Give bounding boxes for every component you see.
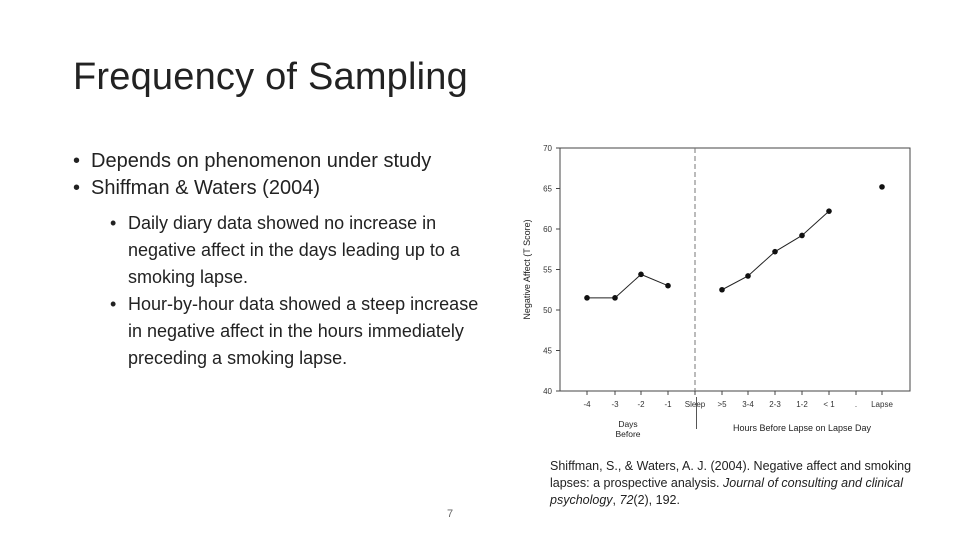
citation: Shiffman, S., & Waters, A. J. (2004). Ne… bbox=[550, 458, 930, 509]
x-tick-label: -3 bbox=[611, 400, 619, 409]
x-tick-label: 1-2 bbox=[796, 400, 808, 409]
data-point bbox=[612, 295, 618, 301]
x-tick-label: Sleep bbox=[685, 400, 706, 409]
sub-bullet-item: • Daily diary data showed no increase in… bbox=[110, 210, 483, 291]
bullet-dot: • bbox=[73, 150, 81, 172]
sub-bullet-item: • Hour-by-hour data showed a steep incre… bbox=[110, 291, 483, 372]
bullet-item: • Depends on phenomenon under study bbox=[73, 148, 483, 175]
x-tick-label: -1 bbox=[664, 400, 672, 409]
plot-frame bbox=[559, 147, 911, 392]
slide-title: Frequency of Sampling bbox=[73, 56, 468, 98]
y-tick-label: 45 bbox=[543, 347, 552, 356]
data-point bbox=[719, 286, 725, 293]
data-point bbox=[826, 208, 832, 214]
data-point bbox=[799, 232, 805, 239]
x-tick-label: 3-4 bbox=[742, 400, 754, 409]
citation-sep: , bbox=[612, 493, 620, 507]
x-tick-label: Lapse bbox=[871, 400, 893, 409]
citation-authors: Shiffman, S., & Waters, A. J. (2004). Ne… bbox=[550, 459, 912, 490]
x-group-label-hours: Hours Before Lapse on Lapse Day bbox=[733, 423, 872, 433]
bullet-dot: • bbox=[110, 294, 117, 314]
data-point bbox=[745, 273, 751, 279]
citation-issue: (2), 192. bbox=[633, 493, 680, 507]
bullet-text: Depends on phenomenon under study bbox=[91, 150, 432, 172]
data-point bbox=[584, 295, 590, 301]
series-line bbox=[587, 273, 669, 299]
x-tick-label: >5 bbox=[717, 400, 727, 409]
y-tick-label: 70 bbox=[543, 144, 552, 153]
data-point bbox=[638, 271, 644, 278]
bullet-text: Shiffman & Waters (2004) bbox=[91, 177, 320, 199]
slide-number: 7 bbox=[447, 508, 454, 520]
data-point bbox=[772, 248, 778, 255]
x-group-label-days: Days bbox=[618, 419, 637, 429]
x-tick-label: -4 bbox=[583, 400, 591, 409]
y-tick-label: 55 bbox=[543, 266, 552, 275]
data-point bbox=[665, 282, 671, 289]
negative-affect-chart: 40 45 50 55 60 65 70 -4 -3 -2 -1 Sleep >5 3-4 2-3 1-2 < … bbox=[522, 144, 911, 439]
y-tick-label: 60 bbox=[543, 225, 552, 234]
bullet-dot: • bbox=[73, 177, 81, 199]
bullet-item: • Shiffman & Waters (2004) bbox=[73, 175, 483, 202]
y-tick-label: 50 bbox=[543, 306, 552, 315]
sub-bullet-text: Daily diary data showed no increase in n… bbox=[128, 213, 460, 287]
bullet-list: • Depends on phenomenon under study • Sh… bbox=[73, 148, 483, 372]
citation-journal: Journal of consulting and clinical psych… bbox=[550, 476, 903, 507]
data-point bbox=[879, 184, 885, 190]
bullet-dot: • bbox=[110, 213, 117, 233]
y-tick-label: 65 bbox=[543, 185, 552, 194]
sub-bullet-text: Hour-by-hour data showed a steep increas… bbox=[128, 294, 479, 368]
y-tick-label: 40 bbox=[543, 387, 552, 396]
citation-volume: 72 bbox=[619, 493, 634, 507]
y-axis-label: Negative Affect (T Score) bbox=[522, 219, 532, 319]
x-tick-label: -2 bbox=[637, 400, 645, 409]
x-tick-label: < 1 bbox=[823, 400, 835, 409]
x-tick-label: . bbox=[855, 400, 857, 409]
x-group-label-days: Before bbox=[615, 429, 640, 439]
x-tick-label: 2-3 bbox=[769, 400, 781, 409]
